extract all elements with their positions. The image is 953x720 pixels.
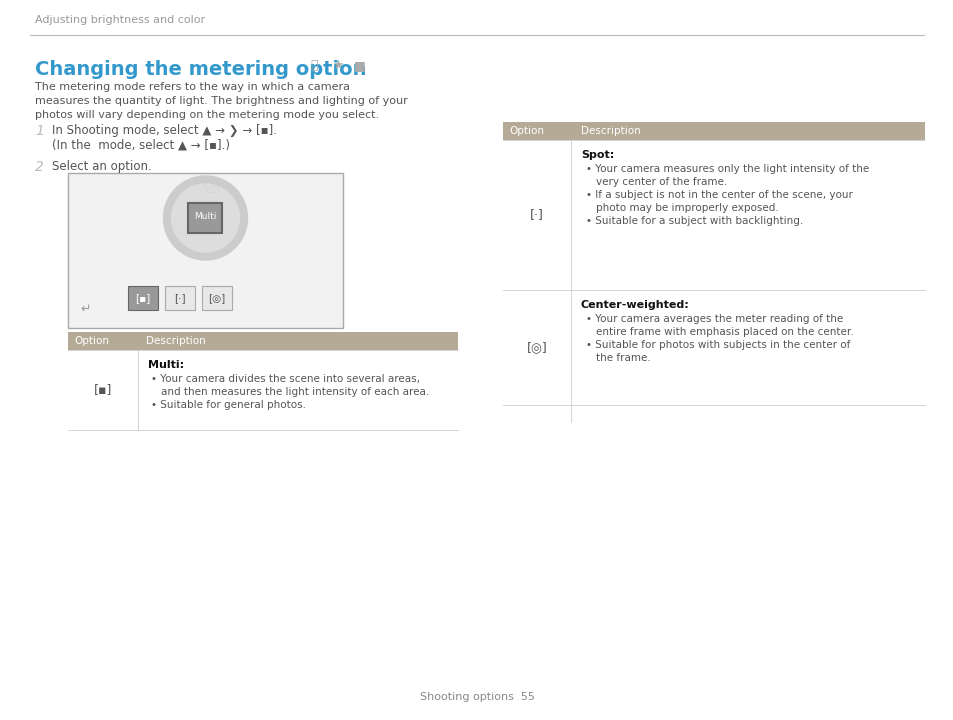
Text: Ⓜ: Ⓜ bbox=[310, 59, 317, 72]
Text: Center-weighted:: Center-weighted: bbox=[580, 300, 689, 310]
Text: [·]: [·] bbox=[530, 209, 543, 222]
Text: Changing the metering option: Changing the metering option bbox=[35, 60, 366, 79]
Text: ↵: ↵ bbox=[80, 303, 91, 316]
Text: • Suitable for general photos.: • Suitable for general photos. bbox=[151, 400, 306, 410]
Text: Multi:: Multi: bbox=[148, 360, 184, 370]
Text: Description: Description bbox=[146, 336, 206, 346]
Text: the frame.: the frame. bbox=[596, 353, 650, 363]
FancyBboxPatch shape bbox=[128, 286, 158, 310]
Text: [◎]: [◎] bbox=[526, 341, 547, 354]
Text: • Your camera averages the meter reading of the: • Your camera averages the meter reading… bbox=[585, 314, 842, 324]
Circle shape bbox=[172, 184, 239, 252]
Text: Option: Option bbox=[74, 336, 109, 346]
Text: Spot:: Spot: bbox=[580, 150, 614, 160]
Text: photo may be improperly exposed.: photo may be improperly exposed. bbox=[596, 203, 778, 213]
Text: Multi: Multi bbox=[194, 212, 216, 220]
Text: [▪]: [▪] bbox=[93, 384, 112, 397]
Text: 1: 1 bbox=[35, 124, 44, 138]
Text: [·]: [·] bbox=[174, 293, 186, 303]
Text: and then measures the light intensity of each area.: and then measures the light intensity of… bbox=[161, 387, 429, 397]
Text: ★: ★ bbox=[332, 59, 343, 72]
FancyBboxPatch shape bbox=[68, 173, 343, 328]
Text: photos will vary depending on the metering mode you select.: photos will vary depending on the meteri… bbox=[35, 110, 378, 120]
Text: Select an option.: Select an option. bbox=[52, 160, 152, 173]
Text: ♔: ♔ bbox=[199, 171, 224, 199]
Text: • If a subject is not in the center of the scene, your: • If a subject is not in the center of t… bbox=[585, 190, 852, 200]
Text: ■: ■ bbox=[354, 59, 365, 72]
Text: Option: Option bbox=[509, 126, 543, 136]
Circle shape bbox=[163, 176, 247, 260]
FancyBboxPatch shape bbox=[202, 286, 232, 310]
Text: The metering mode refers to the way in which a camera: The metering mode refers to the way in w… bbox=[35, 82, 350, 92]
FancyBboxPatch shape bbox=[189, 203, 222, 233]
Text: (In the  mode, select ▲ → [▪].): (In the mode, select ▲ → [▪].) bbox=[52, 139, 230, 152]
Text: 2: 2 bbox=[35, 160, 44, 174]
Text: measures the quantity of light. The brightness and lighting of your: measures the quantity of light. The brig… bbox=[35, 96, 407, 106]
Text: • Suitable for a subject with backlighting.: • Suitable for a subject with backlighti… bbox=[585, 216, 802, 226]
Text: • Your camera measures only the light intensity of the: • Your camera measures only the light in… bbox=[585, 164, 868, 174]
Text: very center of the frame.: very center of the frame. bbox=[596, 177, 726, 187]
Text: • Suitable for photos with subjects in the center of: • Suitable for photos with subjects in t… bbox=[585, 340, 849, 350]
Text: entire frame with emphasis placed on the center.: entire frame with emphasis placed on the… bbox=[596, 327, 853, 337]
Text: [◎]: [◎] bbox=[208, 293, 226, 303]
Bar bbox=[502, 122, 924, 140]
FancyBboxPatch shape bbox=[165, 286, 194, 310]
Text: Adjusting brightness and color: Adjusting brightness and color bbox=[35, 15, 205, 25]
Text: Shooting options  55: Shooting options 55 bbox=[419, 692, 534, 702]
Text: [▪]: [▪] bbox=[135, 293, 151, 303]
Text: In Shooting mode, select ▲ → ❯ → [▪].: In Shooting mode, select ▲ → ❯ → [▪]. bbox=[52, 124, 276, 137]
Bar bbox=[68, 332, 457, 350]
Text: • Your camera divides the scene into several areas,: • Your camera divides the scene into sev… bbox=[151, 374, 419, 384]
Text: Description: Description bbox=[580, 126, 640, 136]
